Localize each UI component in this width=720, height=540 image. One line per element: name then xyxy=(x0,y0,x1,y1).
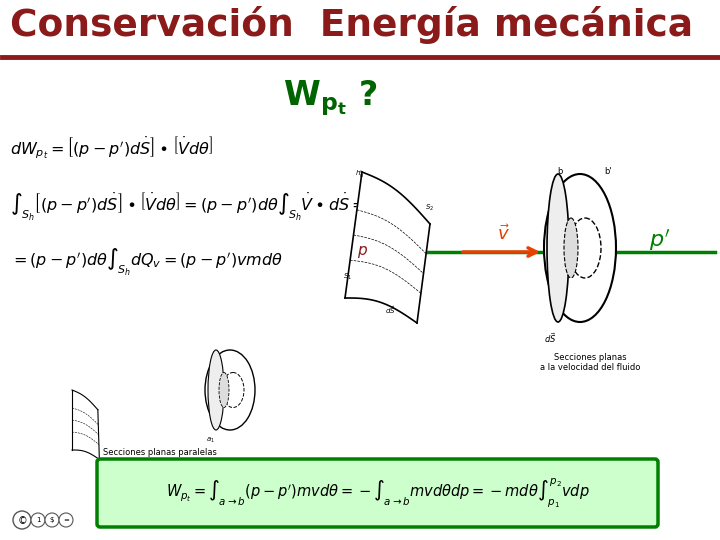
Text: =: = xyxy=(63,517,69,523)
Text: $h_u^{\prime}$: $h_u^{\prime}$ xyxy=(356,169,364,181)
FancyBboxPatch shape xyxy=(97,459,658,527)
Ellipse shape xyxy=(208,350,224,430)
Text: $W_{p_t} = \int_{a\to b}(p-p^{\prime})mvd\theta = -\int_{a\to b} mvd\theta dp = : $W_{p_t} = \int_{a\to b}(p-p^{\prime})mv… xyxy=(166,476,590,510)
Ellipse shape xyxy=(205,350,255,430)
Text: $S_2$: $S_2$ xyxy=(426,203,435,213)
Text: $d\vec{S}$: $d\vec{S}$ xyxy=(384,304,395,316)
Text: $: $ xyxy=(50,517,54,523)
Text: $S_1$: $S_1$ xyxy=(343,272,353,282)
Text: b: b xyxy=(557,167,563,177)
Polygon shape xyxy=(72,390,99,460)
Ellipse shape xyxy=(13,511,31,529)
Ellipse shape xyxy=(222,373,244,408)
Polygon shape xyxy=(345,172,430,323)
Text: $p'$: $p'$ xyxy=(649,227,670,253)
Text: $\mathbf{W_{p_t}}$ ?: $\mathbf{W_{p_t}}$ ? xyxy=(283,78,377,118)
Text: Conservación  Energía mecánica: Conservación Energía mecánica xyxy=(10,6,693,44)
Text: Secciones planas
a la velocidad del fluido: Secciones planas a la velocidad del flui… xyxy=(540,353,640,373)
Text: 1: 1 xyxy=(36,517,40,523)
Bar xyxy=(2,2,718,57)
Text: $\int_{S_h}\left[(p-p^{\prime})d\dot{S}\right]\bullet\left[\dot{V}d\theta\right]: $\int_{S_h}\left[(p-p^{\prime})d\dot{S}\… xyxy=(10,191,365,223)
Text: Secciones planas paralelas
 a la velocidad del fluido: Secciones planas paralelas a la velocida… xyxy=(103,448,217,468)
Text: $d\vec{S}$: $d\vec{S}$ xyxy=(544,331,556,345)
Text: b': b' xyxy=(604,167,612,177)
Ellipse shape xyxy=(544,174,616,322)
Text: $\copyright$: $\copyright$ xyxy=(17,514,27,526)
Ellipse shape xyxy=(59,513,73,527)
Ellipse shape xyxy=(569,218,601,278)
Text: $dW_{p_t} = \left[(p-p^{\prime})d\dot{S}\right]\bullet\left[\dot{V}d\theta\right: $dW_{p_t} = \left[(p-p^{\prime})d\dot{S}… xyxy=(10,134,213,161)
Ellipse shape xyxy=(564,218,578,278)
Text: $a_{1}$: $a_{1}$ xyxy=(205,435,215,444)
Ellipse shape xyxy=(31,513,45,527)
Text: $\vec{v}$: $\vec{v}$ xyxy=(497,224,510,244)
Text: $p$: $p$ xyxy=(358,244,369,260)
Ellipse shape xyxy=(219,373,229,408)
Text: $=(p-p^{\prime})d\theta\int_{S_h} dQ_v = (p-p^{\prime})vmd\theta$: $=(p-p^{\prime})d\theta\int_{S_h} dQ_v =… xyxy=(10,246,283,278)
Ellipse shape xyxy=(45,513,59,527)
Ellipse shape xyxy=(547,174,569,322)
